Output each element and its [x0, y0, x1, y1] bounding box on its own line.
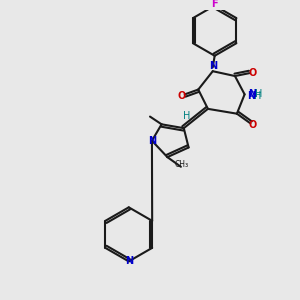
Text: N: N	[125, 256, 133, 266]
Text: O: O	[248, 68, 256, 78]
Text: H: H	[254, 91, 262, 101]
Text: N: N	[247, 91, 255, 101]
Text: N: N	[148, 136, 156, 146]
Text: F: F	[212, 0, 218, 9]
Text: N: N	[248, 89, 256, 99]
Text: O: O	[248, 120, 256, 130]
Text: O: O	[178, 91, 186, 101]
Text: H: H	[255, 89, 262, 99]
Text: CH₃: CH₃	[175, 160, 189, 169]
Text: H: H	[182, 111, 190, 121]
Text: N: N	[209, 61, 217, 71]
